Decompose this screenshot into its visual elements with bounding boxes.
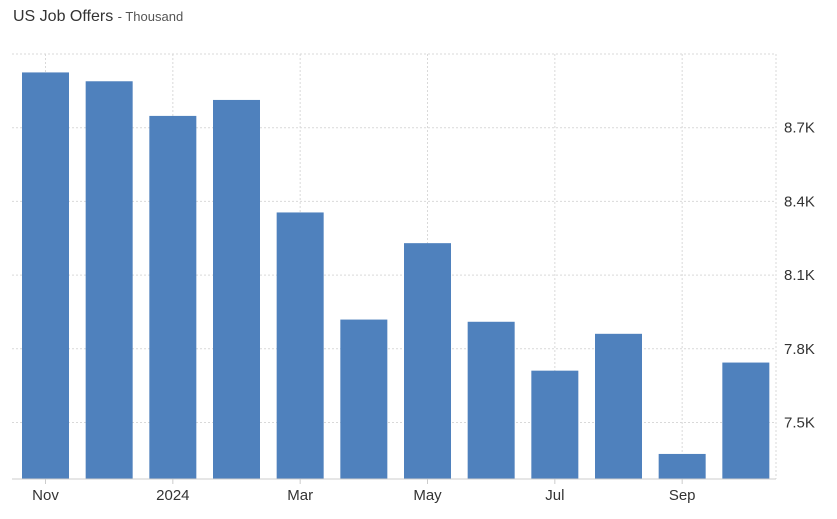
bar[interactable] xyxy=(22,72,69,479)
bar[interactable] xyxy=(467,321,515,479)
chart-subtitle: - Thousand xyxy=(117,9,184,24)
chart-title-row: US Job Offers - Thousand xyxy=(13,8,183,26)
y-tick-label: 7.8K xyxy=(784,341,815,358)
bar[interactable] xyxy=(276,212,324,480)
bar[interactable] xyxy=(404,243,451,479)
bar[interactable] xyxy=(213,99,260,480)
bar-layer xyxy=(22,72,770,480)
chart-title: US Job Offers xyxy=(13,8,114,25)
bar[interactable] xyxy=(722,362,770,479)
bar[interactable] xyxy=(149,115,197,479)
x-tick-label: Jul xyxy=(545,487,564,504)
bar[interactable] xyxy=(531,370,579,479)
bar[interactable] xyxy=(85,81,133,479)
x-tick-label: Nov xyxy=(32,487,59,504)
bar[interactable] xyxy=(340,319,388,479)
y-tick-label: 8.7K xyxy=(784,120,815,137)
y-tick-label: 8.1K xyxy=(784,267,815,284)
x-tick-label: 2024 xyxy=(156,487,189,504)
bar[interactable] xyxy=(658,453,706,479)
y-tick-label: 8.4K xyxy=(784,193,815,210)
x-tick-label: Mar xyxy=(287,487,313,504)
y-tick-label: 7.5K xyxy=(784,414,815,431)
x-tick-label: Sep xyxy=(669,487,696,504)
x-tick-label: May xyxy=(413,487,442,504)
bar[interactable] xyxy=(595,333,642,479)
axis-layer: 7.5K 7.8K 8.1K 8.4K 8.7K Nov 2024 Mar May Jul Sep xyxy=(12,120,815,504)
